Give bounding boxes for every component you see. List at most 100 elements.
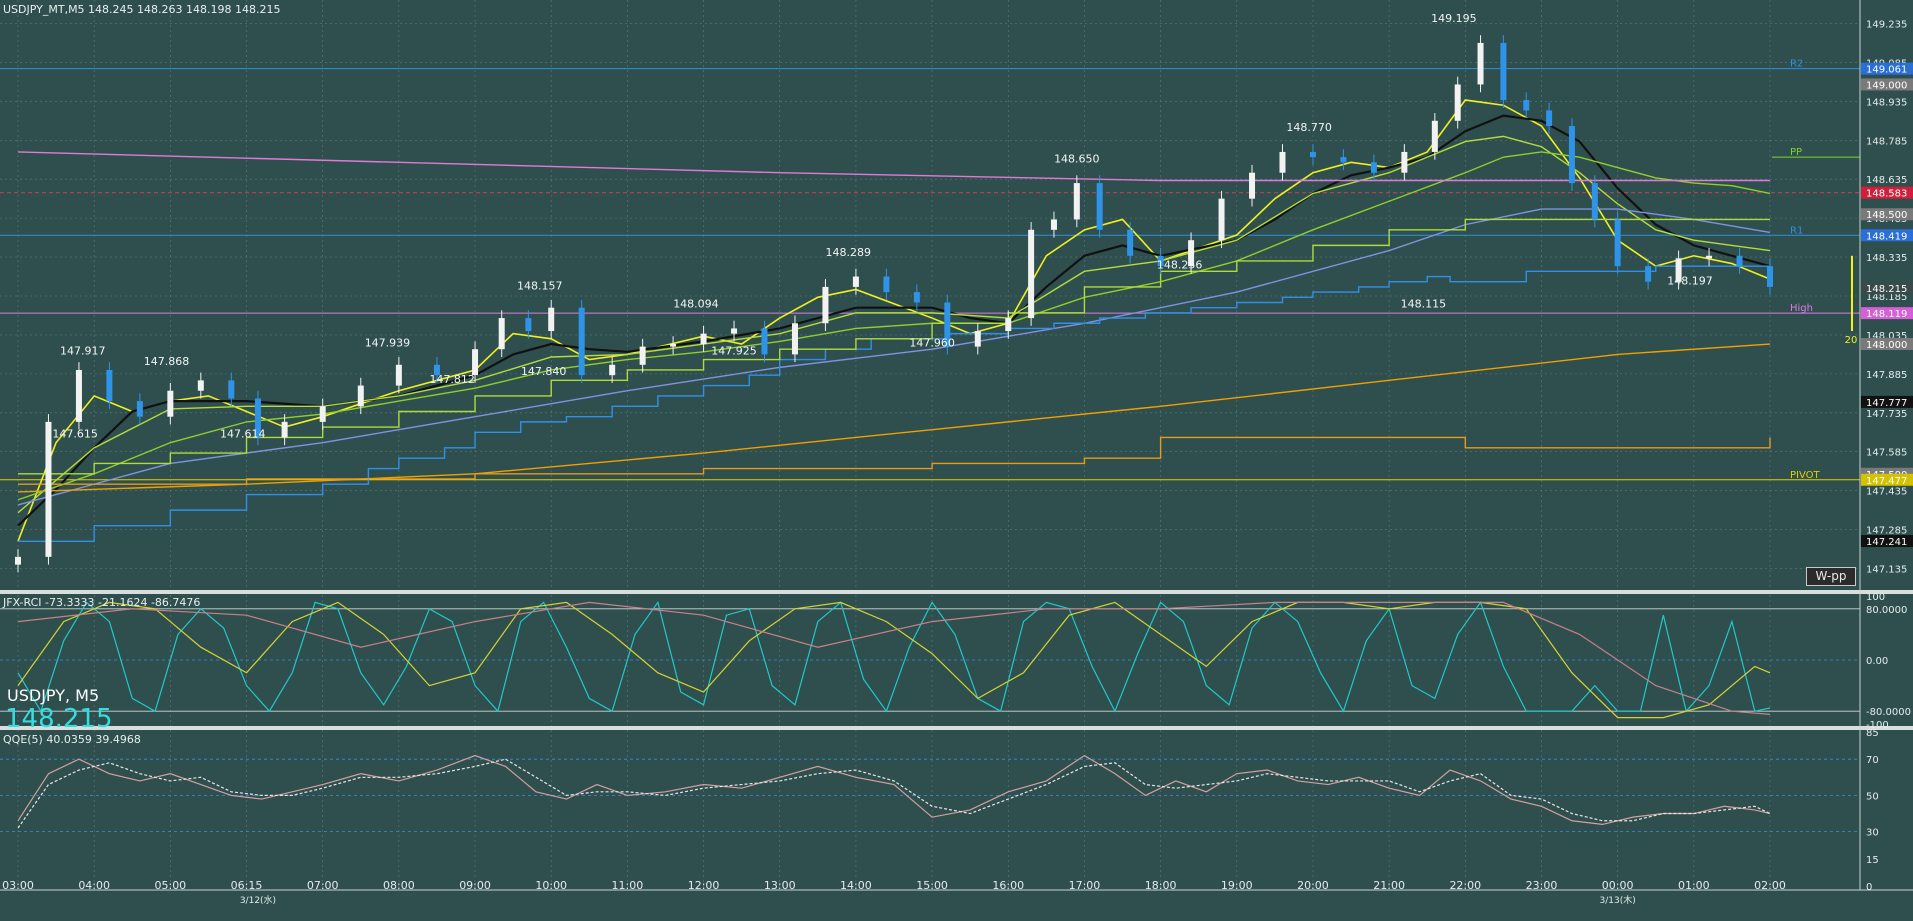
price-marker-box xyxy=(1861,186,1913,199)
candle-body xyxy=(731,328,738,334)
candle-body xyxy=(45,421,52,557)
range-bar-label: 20 xyxy=(1845,335,1858,346)
candle-body xyxy=(1645,266,1652,282)
price-annotation: 147.925 xyxy=(711,344,757,357)
price-tick-label: 148.785 xyxy=(1866,136,1907,147)
candle-body xyxy=(75,369,82,422)
candle-body xyxy=(254,398,261,438)
indicator-tick-label: 30 xyxy=(1866,828,1879,839)
time-tick-label: 14:00 xyxy=(840,879,872,892)
time-tick-label: 15:00 xyxy=(916,879,948,892)
price-annotation: 148.115 xyxy=(1401,298,1447,311)
time-tick-label: 09:00 xyxy=(459,879,491,892)
main-chart-header: USDJPY_MT,M5 148.245 148.263 148.198 148… xyxy=(3,3,281,16)
time-tick-label: 07:00 xyxy=(307,879,339,892)
price-marker-box xyxy=(1861,307,1913,320)
price-marker-box xyxy=(1861,395,1913,408)
price-annotation: 148.094 xyxy=(673,298,719,311)
time-tick-label: 17:00 xyxy=(1069,879,1101,892)
candle-body xyxy=(883,276,890,293)
price-tick-label: 148.335 xyxy=(1866,253,1907,264)
price-annotation: 147.840 xyxy=(521,365,567,378)
date-label: 3/13(木) xyxy=(1600,894,1636,906)
level-label-pivot: PIVOT xyxy=(1790,470,1821,481)
candle-body xyxy=(1706,255,1713,259)
indicator-series-line xyxy=(17,601,1771,719)
candle-body xyxy=(1523,100,1530,111)
candle-body xyxy=(395,364,402,386)
price-tick-label: 147.885 xyxy=(1866,370,1907,381)
indicator-tick-label: 85 xyxy=(1866,728,1879,739)
price-marker-box xyxy=(1861,535,1913,548)
candle-body xyxy=(1340,157,1347,163)
candle-body xyxy=(1309,151,1316,158)
indicator-series-line xyxy=(17,758,1771,829)
indicator-tick-label: 0 xyxy=(1866,882,1872,893)
price-annotation: 148.157 xyxy=(517,280,563,293)
time-tick-label: 04:00 xyxy=(78,879,110,892)
candle-body xyxy=(1454,84,1461,121)
indicator-tick-label: 80.0000 xyxy=(1866,605,1907,616)
time-tick-label: 06:15 xyxy=(231,879,263,892)
indicator-tick-label: -100 xyxy=(1866,720,1889,731)
series-line xyxy=(17,99,1771,542)
rci-indicator-header: JFX-RCI -73.3333 -21.1624 -86.7476 xyxy=(3,596,201,609)
price-annotation: 147.615 xyxy=(52,427,98,440)
price-marker-box xyxy=(1861,62,1913,75)
time-tick-label: 03:00 xyxy=(2,879,34,892)
candle-body xyxy=(944,302,951,347)
candle-body xyxy=(548,307,555,332)
series-line xyxy=(18,436,1771,485)
price-tick-label: 148.635 xyxy=(1866,175,1907,186)
candle-body xyxy=(761,328,768,355)
candle-body xyxy=(136,401,143,417)
price-marker-box xyxy=(1861,78,1913,91)
time-tick-label: 00:00 xyxy=(1602,879,1634,892)
candle-body xyxy=(1188,240,1195,267)
level-label-pp: PP xyxy=(1790,147,1802,158)
candle-body xyxy=(281,421,288,438)
price-marker-label: 148.419 xyxy=(1866,231,1907,242)
level-label-r2: R2 xyxy=(1790,59,1803,70)
indicator-series-line xyxy=(17,754,1771,826)
candle-body xyxy=(1500,42,1507,101)
price-annotation: 148.650 xyxy=(1054,152,1100,165)
price-annotation: 147.868 xyxy=(144,355,190,368)
candle-body xyxy=(228,380,235,399)
candle-body xyxy=(319,406,326,422)
price-annotation: 147.917 xyxy=(60,344,106,357)
price-annotation: 148.770 xyxy=(1286,121,1332,134)
time-tick-label: 20:00 xyxy=(1297,879,1329,892)
price-annotation: 148.197 xyxy=(1667,274,1713,287)
candle-body xyxy=(822,286,829,324)
price-marker-box xyxy=(1861,338,1913,351)
w-pp-button[interactable]: W-pp xyxy=(1806,567,1856,586)
candle-body xyxy=(472,349,479,376)
price-tick-label: 148.035 xyxy=(1866,331,1907,342)
series-line xyxy=(17,114,1771,527)
candle-body xyxy=(1477,42,1484,85)
price-marker-label: 148.583 xyxy=(1866,189,1907,200)
panel-separator xyxy=(0,590,1913,594)
price-marker-label: 148.000 xyxy=(1866,340,1907,351)
candle-body xyxy=(197,380,204,391)
candle-body xyxy=(167,390,174,417)
price-marker-label: 147.241 xyxy=(1866,537,1907,548)
indicator-tick-label: 70 xyxy=(1866,755,1879,766)
indicator-tick-label: 15 xyxy=(1866,855,1879,866)
price-tick-label: 147.435 xyxy=(1866,487,1907,498)
series-line xyxy=(17,343,1771,493)
candle-body xyxy=(852,276,859,287)
price-marker-box xyxy=(1861,229,1913,242)
candle-body xyxy=(609,364,616,376)
indicator-tick-label: 0.00 xyxy=(1866,656,1888,667)
candle-body xyxy=(1279,151,1286,173)
time-tick-label: 01:00 xyxy=(1678,879,1710,892)
price-annotation: 148.289 xyxy=(826,246,872,259)
price-annotation: 148.256 xyxy=(1157,259,1203,272)
candle-body xyxy=(974,331,981,347)
price-annotation: 147.939 xyxy=(365,337,411,350)
